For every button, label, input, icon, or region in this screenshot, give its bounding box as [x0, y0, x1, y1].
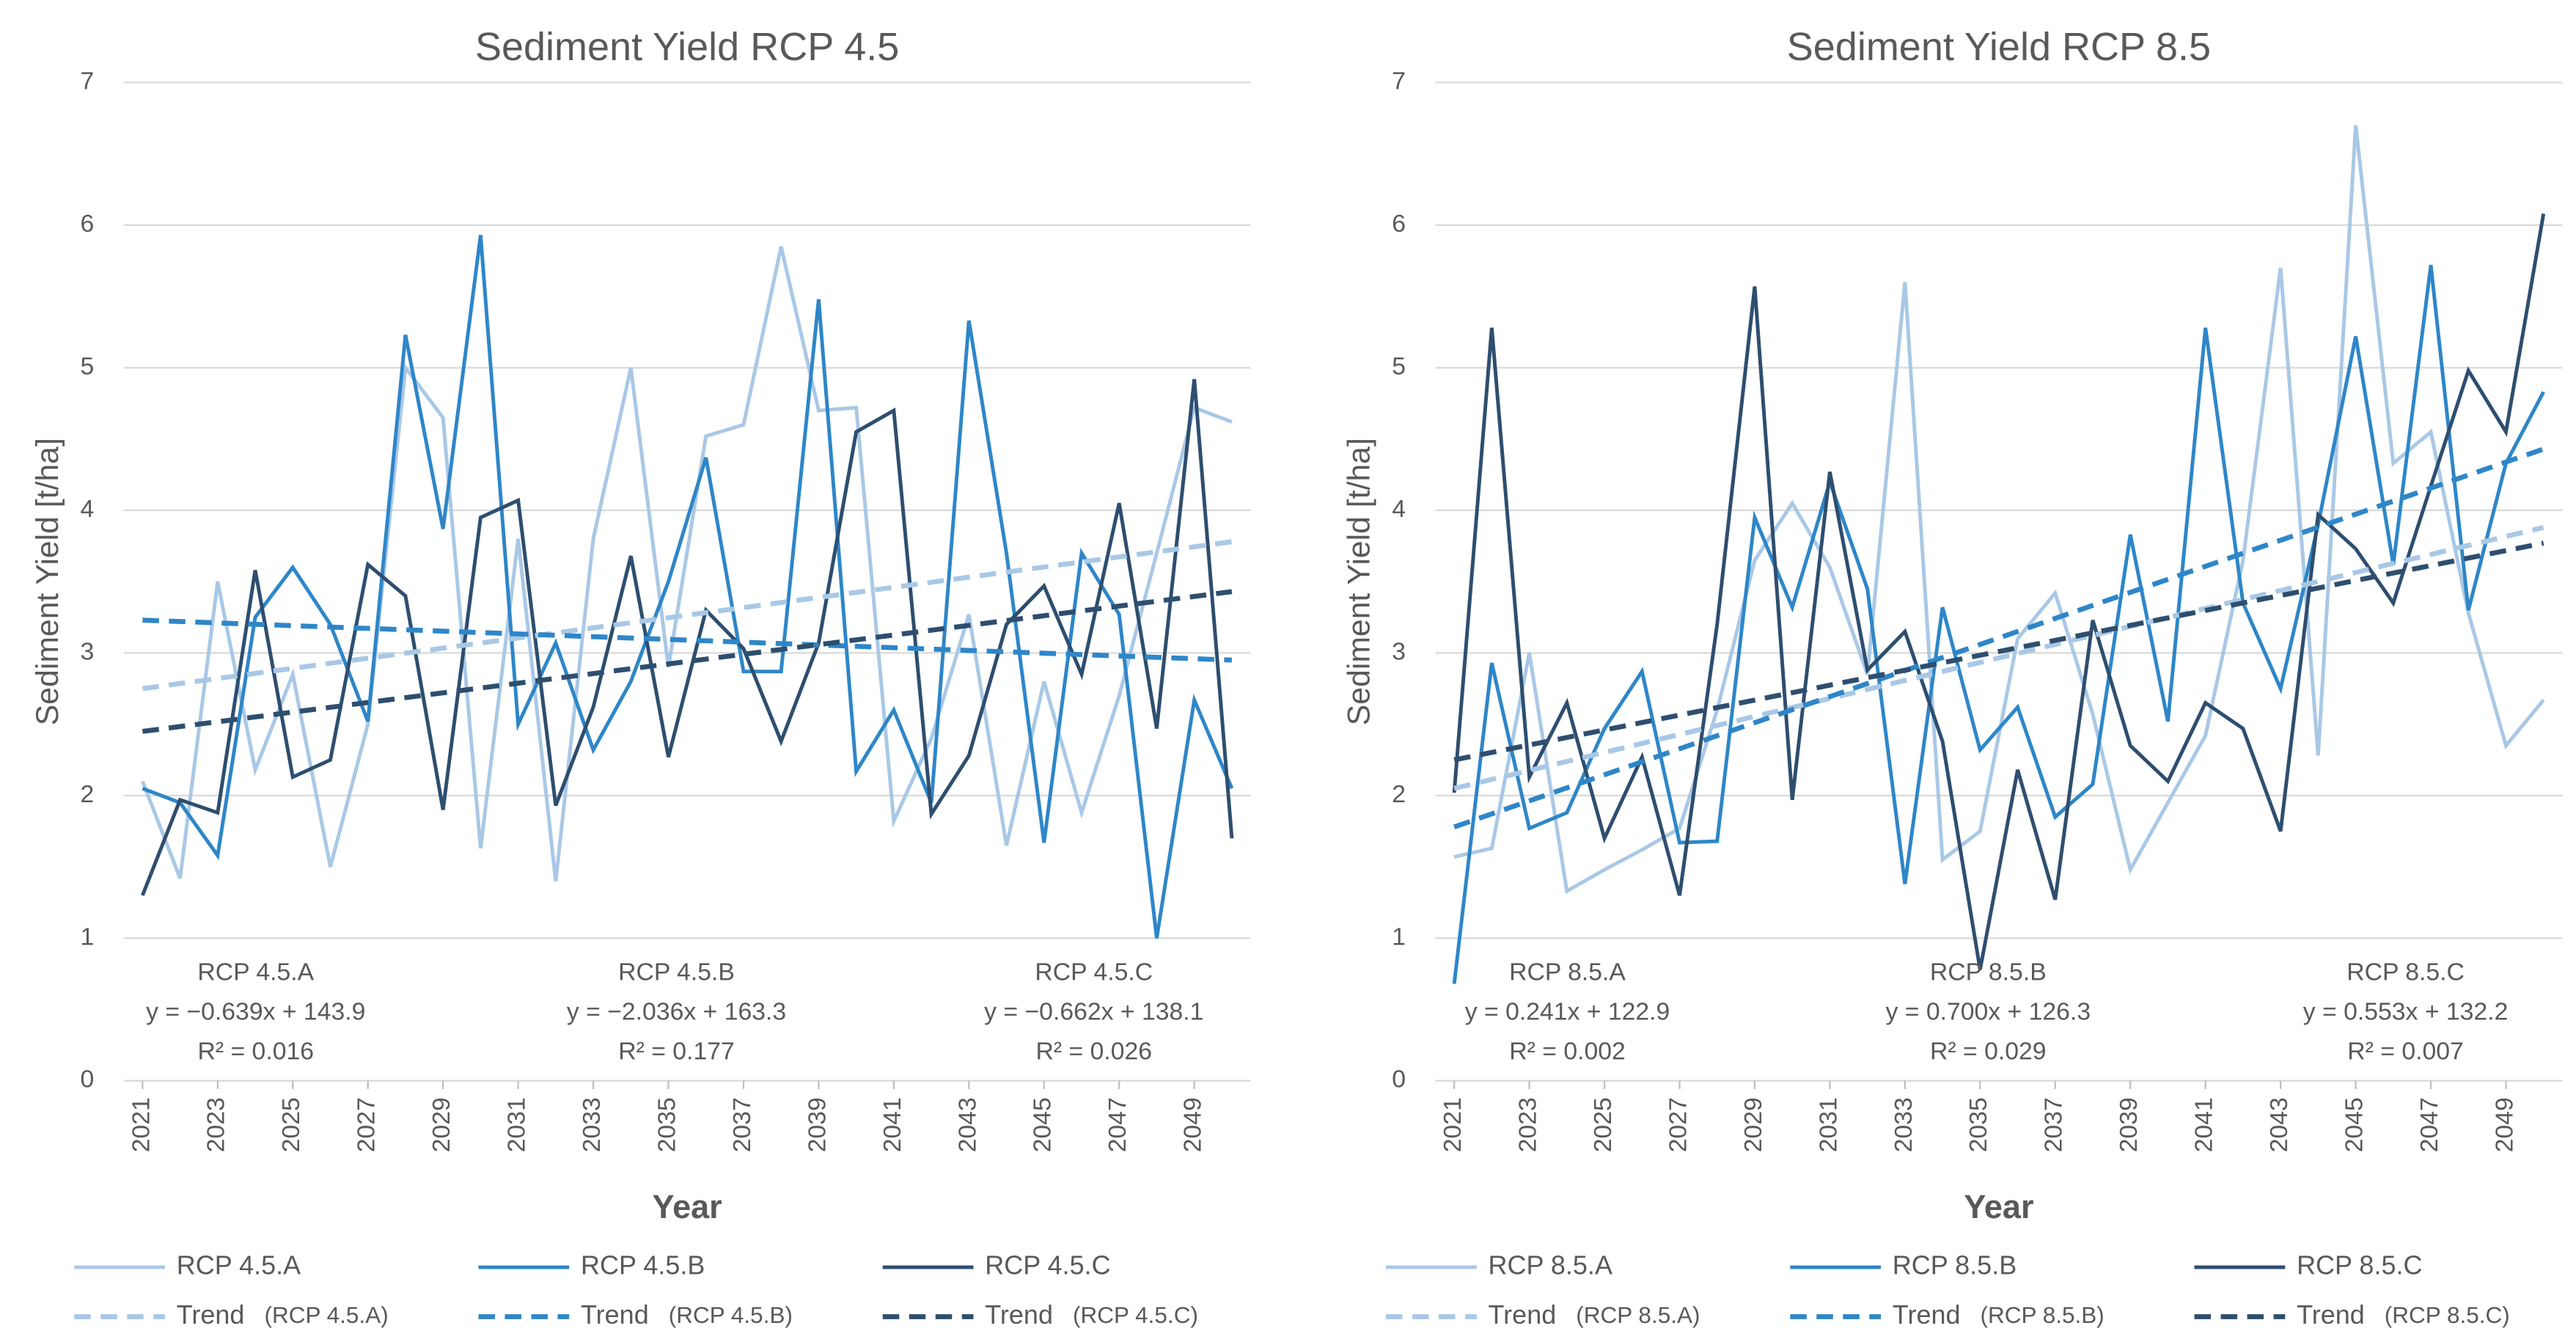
y-axis-label: Sediment Yield [t/ha]: [30, 438, 65, 725]
annotation: y = 0.700x + 126.3: [1886, 997, 2091, 1025]
annotation: R² = 0.026: [1036, 1037, 1153, 1065]
x-tick-label: 2023: [1514, 1097, 1542, 1152]
x-tick-label: 2045: [2341, 1097, 2368, 1152]
legend-note: (RCP 8.5.C): [2385, 1302, 2510, 1328]
annotation: R² = 0.016: [197, 1037, 314, 1065]
trend-line: [1453, 524, 2544, 791]
annotation: y = −0.639x + 143.9: [146, 997, 365, 1025]
y-tick-label: 6: [1392, 210, 1406, 238]
annotation: RCP 4.5.B: [618, 958, 735, 986]
annotation: RCP 4.5.C: [1035, 958, 1153, 986]
legend-label: Trend: [581, 1299, 649, 1330]
annotation: R² = 0.177: [618, 1037, 735, 1065]
y-axis-label: Sediment Yield [t/ha]: [1342, 438, 1377, 725]
series-line: [142, 235, 1234, 939]
legend-label: Trend: [1893, 1299, 1961, 1330]
series-line: [1453, 125, 2545, 895]
x-tick-label: 2037: [728, 1097, 756, 1152]
x-tick-label: 2049: [1179, 1097, 1207, 1152]
annotation: R² = 0.002: [1509, 1037, 1626, 1065]
y-tick-label: 3: [1392, 637, 1406, 665]
x-tick-label: 2039: [2115, 1097, 2143, 1152]
y-tick-label: 7: [1392, 67, 1406, 95]
x-tick-label: 2045: [1029, 1097, 1057, 1152]
series-line: [141, 246, 1233, 881]
x-axis-label: Year: [1964, 1188, 2033, 1225]
x-tick-label: 2041: [878, 1097, 906, 1152]
y-tick-label: 5: [1392, 352, 1406, 380]
series-line: [141, 378, 1234, 896]
x-tick-label: 2043: [2265, 1097, 2293, 1152]
legend-note: (RCP 8.5.A): [1576, 1302, 1700, 1328]
annotation: RCP 4.5.A: [197, 958, 314, 986]
legend-label: Trend: [2297, 1299, 2365, 1330]
x-tick-label: 2035: [1964, 1097, 1992, 1152]
annotation: y = 0.553x + 132.2: [2303, 997, 2509, 1025]
x-tick-label: 2021: [127, 1097, 155, 1152]
x-tick-label: 2031: [1814, 1097, 1842, 1152]
trend-line: [1453, 540, 2544, 763]
x-tick-label: 2025: [277, 1097, 305, 1152]
x-tick-label: 2029: [1739, 1097, 1767, 1152]
y-tick-label: 6: [80, 210, 94, 238]
y-tick-label: 2: [1392, 780, 1406, 808]
x-tick-label: 2033: [1890, 1097, 1918, 1152]
legend-label: Trend: [985, 1299, 1053, 1330]
legend-label: RCP 4.5.C: [985, 1250, 1110, 1280]
x-tick-label: 2037: [2040, 1097, 2068, 1152]
x-tick-label: 2039: [803, 1097, 831, 1152]
x-tick-label: 2021: [1439, 1097, 1467, 1152]
annotation: RCP 8.5.A: [1509, 958, 1626, 986]
y-tick-label: 7: [80, 67, 94, 95]
y-tick-label: 1: [1392, 923, 1406, 950]
x-tick-label: 2049: [2490, 1097, 2518, 1152]
legend-note: (RCP 4.5.B): [669, 1302, 793, 1328]
x-axis-label: Year: [653, 1188, 722, 1225]
annotation: RCP 8.5.B: [1930, 958, 2047, 986]
legend-label: RCP 4.5.A: [177, 1250, 301, 1280]
y-tick-label: 1: [80, 923, 94, 950]
x-tick-label: 2027: [353, 1097, 381, 1152]
x-tick-label: 2035: [653, 1097, 680, 1152]
x-tick-label: 2027: [1664, 1097, 1692, 1152]
x-tick-label: 2043: [953, 1097, 981, 1152]
series-line: [1452, 265, 2545, 984]
y-tick-label: 5: [80, 352, 94, 380]
trend-line: [142, 617, 1233, 663]
trend-line: [1453, 447, 2544, 829]
legend-label: RCP 8.5.C: [2297, 1250, 2422, 1280]
y-tick-label: 4: [80, 495, 94, 523]
y-tick-label: 4: [1392, 495, 1406, 523]
annotation: y = −2.036x + 163.3: [567, 997, 786, 1025]
x-tick-label: 2023: [202, 1097, 230, 1152]
legend-note: (RCP 4.5.C): [1073, 1302, 1198, 1328]
annotation: R² = 0.007: [2347, 1037, 2464, 1065]
legend-label: RCP 4.5.B: [581, 1250, 705, 1280]
legend-label: Trend: [1489, 1299, 1557, 1330]
x-tick-label: 2029: [428, 1097, 455, 1152]
y-tick-label: 3: [80, 637, 94, 665]
x-tick-label: 2047: [1104, 1097, 1131, 1152]
annotation: R² = 0.029: [1930, 1037, 2047, 1065]
annotation: y = −0.662x + 138.1: [984, 997, 1203, 1025]
chart-title: Sediment Yield RCP 8.5: [1787, 25, 2211, 69]
legend-label: Trend: [177, 1299, 245, 1330]
y-tick-label: 2: [80, 780, 94, 808]
legend-note: (RCP 4.5.A): [264, 1302, 388, 1328]
legend-label: RCP 8.5.B: [1893, 1250, 2017, 1280]
legend-note: (RCP 8.5.B): [1981, 1302, 2105, 1328]
y-tick-label: 0: [1392, 1066, 1406, 1093]
chart-title: Sediment Yield RCP 4.5: [475, 25, 899, 69]
series-line: [1452, 213, 2546, 970]
annotation: y = 0.241x + 122.9: [1465, 997, 1670, 1025]
x-tick-label: 2041: [2190, 1097, 2218, 1152]
x-tick-label: 2047: [2415, 1097, 2443, 1152]
x-tick-label: 2031: [503, 1097, 531, 1152]
legend-label: RCP 8.5.A: [1489, 1250, 1612, 1280]
annotation: RCP 8.5.C: [2346, 958, 2465, 986]
x-tick-label: 2025: [1589, 1097, 1617, 1152]
y-tick-label: 0: [80, 1066, 94, 1093]
x-tick-label: 2033: [578, 1097, 606, 1152]
